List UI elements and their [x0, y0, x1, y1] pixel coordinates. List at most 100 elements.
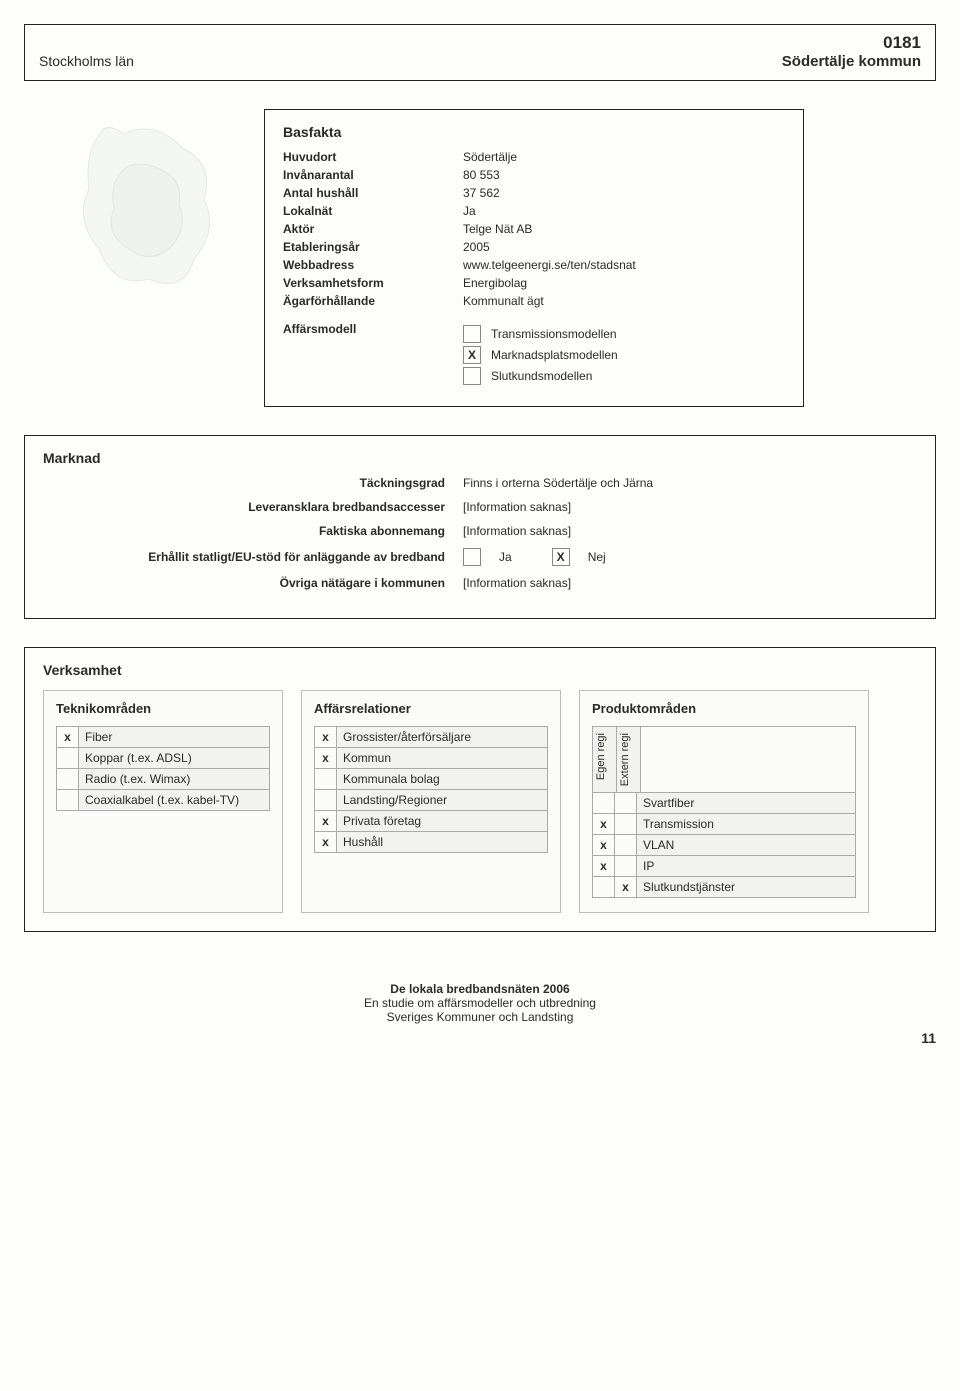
prod-label-1: Transmission [637, 814, 856, 835]
prod-egen-1: x [593, 814, 615, 835]
page-footer: De lokala bredbandsnäten 2006 En studie … [24, 982, 936, 1024]
prod-egen-4 [593, 877, 615, 898]
opt-slutkundsmodellen: Slutkundsmodellen [491, 369, 592, 383]
lbl-eu-stod: Erhållit statligt/EU-stöd för anläggande… [43, 550, 463, 564]
marknad-title: Marknad [43, 450, 917, 466]
footer-line1: De lokala bredbandsnäten 2006 [24, 982, 936, 996]
teknik-label-2: Radio (t.ex. Wimax) [79, 769, 270, 790]
prod-egen-0 [593, 793, 615, 814]
prod-ext-3 [615, 856, 637, 877]
teknik-mark-0: x [57, 727, 79, 748]
teknik-title: Teknikområden [56, 701, 270, 716]
prod-ext-4: x [615, 877, 637, 898]
lbl-eu-ja: Ja [499, 550, 512, 564]
affrel-label-3: Landsting/Regioner [337, 790, 548, 811]
produkt-title: Produktområden [592, 701, 856, 716]
teknik-panel: Teknikområden xFiber Koppar (t.ex. ADSL)… [43, 690, 283, 913]
prod-label-4: Slutkundstjänster [637, 877, 856, 898]
affrel-table: xGrossister/återförsäljare xKommun Kommu… [314, 726, 548, 853]
basfakta-box: Basfakta HuvudortSödertälje Invånarantal… [264, 109, 804, 407]
val-leverans: [Information saknas] [463, 500, 917, 514]
affrel-label-5: Hushåll [337, 832, 548, 853]
lbl-faktiska: Faktiska abonnemang [43, 524, 463, 538]
val-tackning: Finns i orterna Södertälje och Järna [463, 476, 917, 490]
teknik-mark-2 [57, 769, 79, 790]
prod-ext-0 [615, 793, 637, 814]
lbl-leverans: Leveransklara bredbandsaccesser [43, 500, 463, 514]
opt-transmissionsmodellen: Transmissionsmodellen [491, 327, 617, 341]
teknik-table: xFiber Koppar (t.ex. ADSL) Radio (t.ex. … [56, 726, 270, 811]
basfakta-title: Basfakta [283, 124, 785, 140]
verksamhet-title: Verksamhet [43, 662, 917, 678]
teknik-label-3: Coaxialkabel (t.ex. kabel-TV) [79, 790, 270, 811]
val-lokalnat: Ja [463, 204, 785, 218]
lbl-invanar: Invånarantal [283, 168, 463, 182]
checkbox-eu-nej: X [552, 548, 570, 566]
prod-label-2: VLAN [637, 835, 856, 856]
region-map-image [54, 109, 234, 309]
header-code: 0181 [39, 33, 921, 53]
affrel-title: Affärsrelationer [314, 701, 548, 716]
prod-label-3: IP [637, 856, 856, 877]
lbl-aktor: Aktör [283, 222, 463, 236]
teknik-mark-1 [57, 748, 79, 769]
affrel-panel: Affärsrelationer xGrossister/återförsälj… [301, 690, 561, 913]
footer-line2: En studie om affärsmodeller och utbredni… [24, 996, 936, 1010]
header-municipality: Södertälje kommun [782, 53, 921, 70]
val-hushall: 37 562 [463, 186, 785, 200]
checkbox-eu-ja [463, 548, 481, 566]
lbl-ovriga: Övriga nätägare i kommunen [43, 576, 463, 590]
val-invanar: 80 553 [463, 168, 785, 182]
lbl-webb: Webbadress [283, 258, 463, 272]
affrel-mark-1: x [315, 748, 337, 769]
lbl-huvudort: Huvudort [283, 150, 463, 164]
produkt-items-table: Svartfiber xTransmission xVLAN xIP xSlut… [592, 792, 856, 898]
prod-egen-3: x [593, 856, 615, 877]
verksamhet-box: Verksamhet Teknikområden xFiber Koppar (… [24, 647, 936, 932]
footer-line3: Sveriges Kommuner och Landsting [24, 1010, 936, 1024]
prod-ext-2 [615, 835, 637, 856]
lbl-lokalnat: Lokalnät [283, 204, 463, 218]
affrel-label-0: Grossister/återförsäljare [337, 727, 548, 748]
checkbox-slutkundsmodellen [463, 367, 481, 385]
lbl-etablering: Etableringsår [283, 240, 463, 254]
marknad-box: Marknad TäckningsgradFinns i orterna Söd… [24, 435, 936, 619]
teknik-mark-3 [57, 790, 79, 811]
affrel-mark-4: x [315, 811, 337, 832]
affrel-mark-5: x [315, 832, 337, 853]
page-number: 11 [24, 1030, 936, 1046]
produkt-col-extern: Extern regi [617, 727, 641, 793]
val-faktiska: [Information saknas] [463, 524, 917, 538]
val-huvudort: Södertälje [463, 150, 785, 164]
val-webb: www.telgeenergi.se/ten/stadsnat [463, 258, 785, 272]
produkt-col-egen: Egen regi [593, 727, 617, 793]
prod-label-0: Svartfiber [637, 793, 856, 814]
opt-marknadsplatsmodellen: Marknadsplatsmodellen [491, 348, 618, 362]
affrel-mark-2 [315, 769, 337, 790]
lbl-agar: Ägarförhållande [283, 294, 463, 308]
produkt-panel: Produktområden Egen regi Extern regi Sva… [579, 690, 869, 913]
header-region: Stockholms län [39, 53, 134, 69]
checkbox-marknadsplatsmodellen: X [463, 346, 481, 364]
lbl-hushall: Antal hushåll [283, 186, 463, 200]
teknik-label-0: Fiber [79, 727, 270, 748]
lbl-affarsmodell: Affärsmodell [283, 322, 463, 388]
val-aktor: Telge Nät AB [463, 222, 785, 236]
affrel-mark-3 [315, 790, 337, 811]
lbl-eu-nej: Nej [588, 550, 606, 564]
prod-egen-2: x [593, 835, 615, 856]
affrel-label-4: Privata företag [337, 811, 548, 832]
header-box: 0181 Stockholms län Södertälje kommun [24, 24, 936, 81]
lbl-verkform: Verksamhetsform [283, 276, 463, 290]
checkbox-transmissionsmodellen [463, 325, 481, 343]
affrel-label-1: Kommun [337, 748, 548, 769]
affrel-mark-0: x [315, 727, 337, 748]
teknik-label-1: Koppar (t.ex. ADSL) [79, 748, 270, 769]
prod-ext-1 [615, 814, 637, 835]
val-etablering: 2005 [463, 240, 785, 254]
produkt-table: Egen regi Extern regi [592, 726, 856, 793]
val-verkform: Energibolag [463, 276, 785, 290]
affarsmodell-options: Transmissionsmodellen X Marknadsplatsmode… [463, 322, 618, 388]
lbl-tackning: Täckningsgrad [43, 476, 463, 490]
val-agar: Kommunalt ägt [463, 294, 785, 308]
